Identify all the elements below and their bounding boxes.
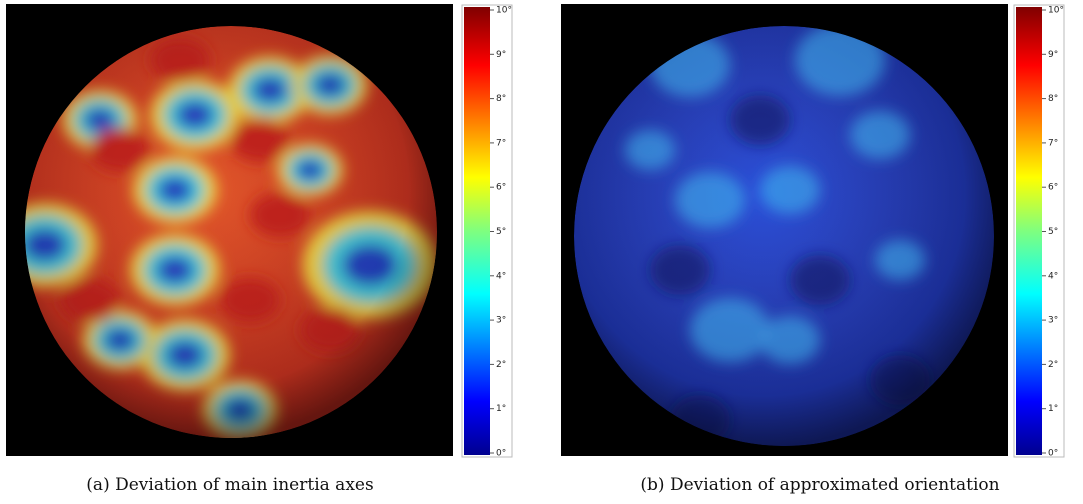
tick-label: 8° xyxy=(496,94,506,104)
tick-label: 4° xyxy=(1048,271,1058,281)
tick-label: 10° xyxy=(496,6,512,16)
tick-label: 9° xyxy=(1048,50,1058,60)
tick-label: 0° xyxy=(496,449,506,459)
tick-label: 7° xyxy=(1048,138,1058,148)
tick-label: 3° xyxy=(1048,316,1058,326)
tick-label: 1° xyxy=(496,404,506,414)
sphere-b xyxy=(574,26,994,446)
caption: (a) Deviation of main inertia axes xyxy=(86,475,373,495)
tick-label: 10° xyxy=(1048,6,1064,16)
tick-label: 4° xyxy=(496,271,506,281)
tick-label: 5° xyxy=(1048,227,1058,237)
tick-label: 3° xyxy=(496,316,506,326)
sphere-a xyxy=(25,26,437,438)
tick-label: 6° xyxy=(1048,183,1058,193)
tick-label: 0° xyxy=(1048,449,1058,459)
colorbar-b xyxy=(1016,7,1042,455)
tick-label: 8° xyxy=(1048,94,1058,104)
tick-label: 7° xyxy=(496,138,506,148)
tick-label: 2° xyxy=(496,360,506,370)
tick-label: 2° xyxy=(1048,360,1058,370)
tick-label: 5° xyxy=(496,227,506,237)
tick-label: 9° xyxy=(496,50,506,60)
caption: (b) Deviation of approximated orientatio… xyxy=(640,475,999,495)
tick-label: 1° xyxy=(1048,404,1058,414)
colorbar-a xyxy=(464,7,490,455)
tick-label: 6° xyxy=(496,183,506,193)
